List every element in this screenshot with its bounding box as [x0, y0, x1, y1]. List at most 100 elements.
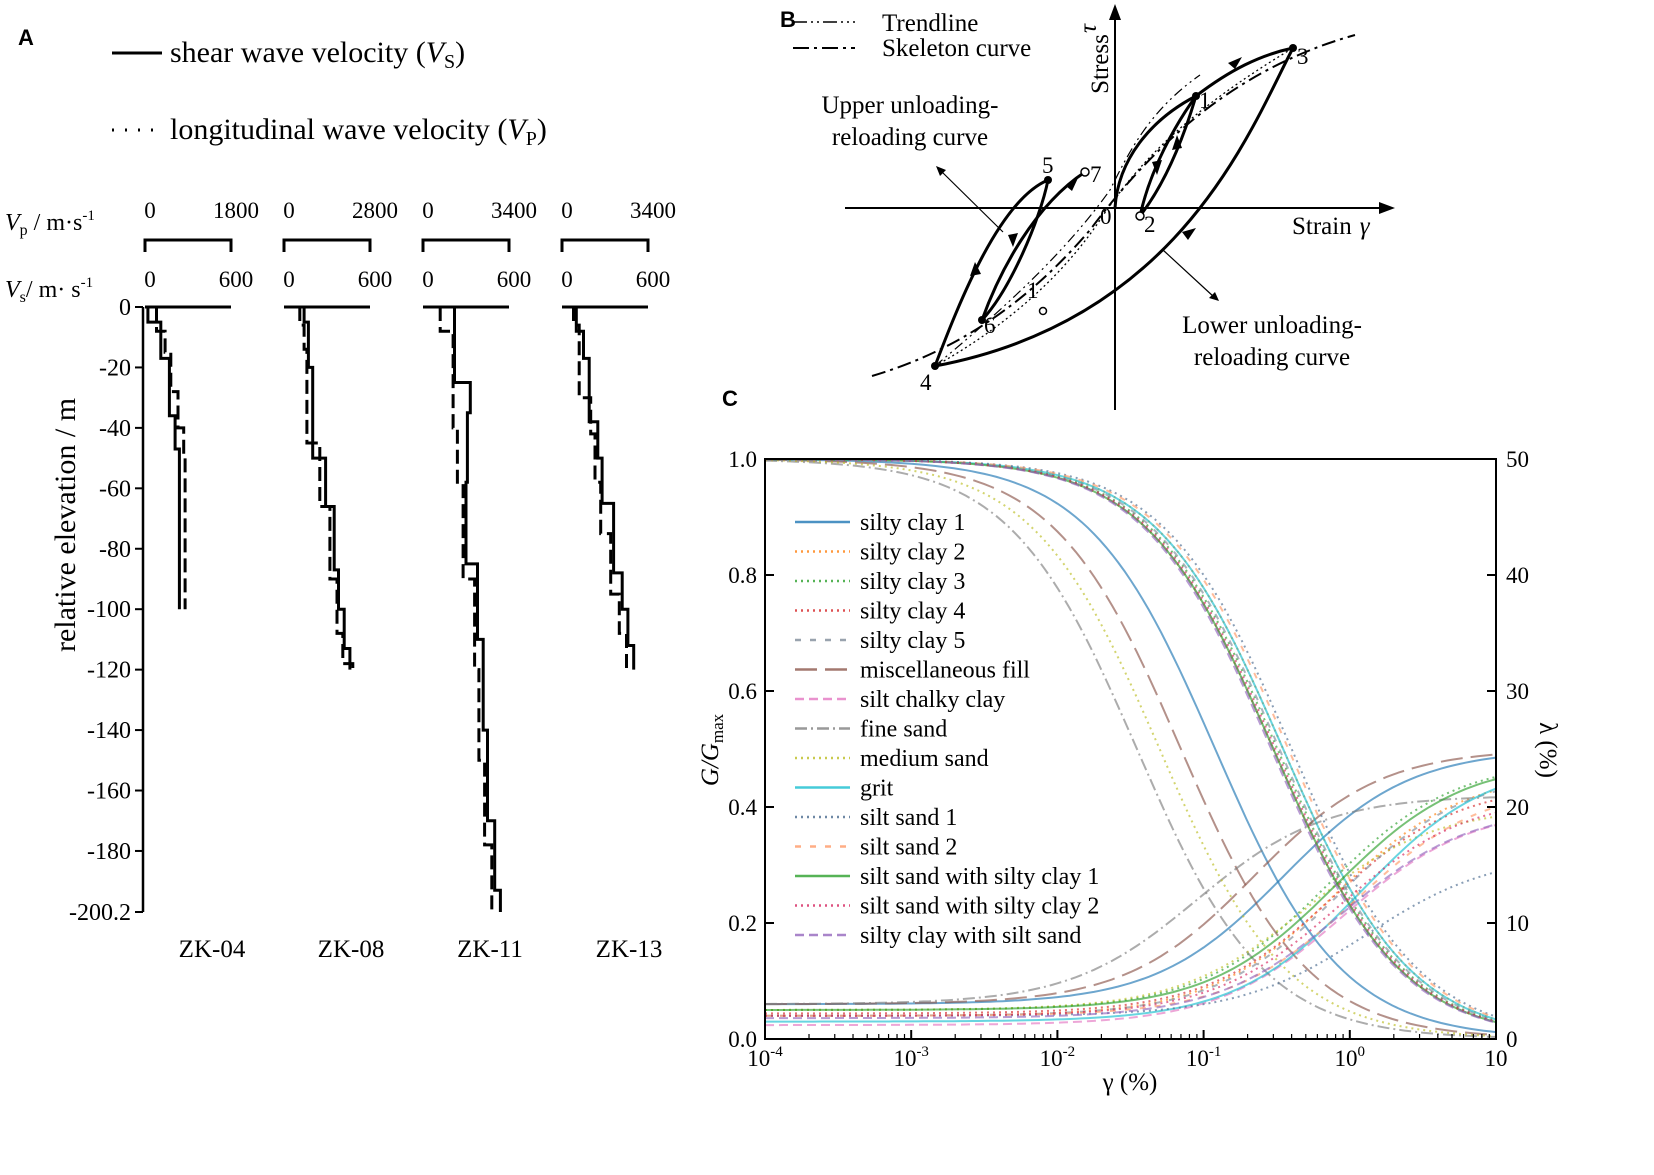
elevation-ticks: 0 -20 -40 -60 -80 -100 -120 -140 -160 -180 -200.2	[69, 295, 145, 926]
panel-a-label: A	[18, 25, 34, 50]
legend-label: silt sand with silty clay 2	[860, 894, 1099, 920]
modulus-curve	[765, 458, 1497, 1034]
modulus-curve	[764, 459, 1497, 1038]
point-label-1: 1	[1199, 88, 1211, 113]
unload-5-6	[980, 179, 1050, 322]
panel-a: A shear wave velocity (VS) longitudinal …	[5, 25, 676, 963]
stress-axis-arrow	[1109, 4, 1121, 20]
legend-entry: silty clay 5	[795, 628, 965, 654]
legend-skeleton-label: Skeleton curve	[882, 35, 1031, 62]
strain-tick-label: 100	[1335, 1044, 1366, 1071]
damping-tick-label: 50	[1506, 447, 1529, 472]
lower-curve-annotation-line1: Lower unloading-	[1182, 312, 1362, 339]
vs-scale-max: 600	[358, 267, 393, 292]
vp-scale-min: 0	[144, 198, 156, 223]
elevation-tick-label: -100	[87, 597, 131, 623]
vp-profile	[572, 307, 628, 670]
point-1	[1192, 92, 1200, 100]
point-label-0: 0	[1100, 204, 1112, 229]
panel-b-label: B	[780, 7, 796, 32]
series-silty-clay-with-silt-sand	[765, 458, 1497, 1024]
elevation-tick-label: -120	[87, 658, 131, 684]
damping-curve	[765, 778, 1497, 1011]
vs-scale-min: 0	[561, 267, 573, 292]
stress-label: Stress	[1087, 34, 1114, 94]
modulus-curve	[764, 459, 1497, 1038]
elevation-tick-label: -80	[99, 537, 131, 563]
elevation-tick-label: -160	[87, 779, 131, 805]
damping-curve	[765, 798, 1497, 1015]
upper-curve-annotation-line2: reloading curve	[832, 124, 988, 151]
vs-axis-label: Vs/ m· s-1	[5, 275, 93, 306]
lower-curve-annotation-line2: reloading curve	[1194, 344, 1350, 371]
scale-bracket	[421, 238, 511, 252]
vs-scale-min: 0	[144, 267, 156, 292]
legend-entry: silty clay 3	[795, 569, 965, 595]
legend-label: silt chalky clay	[860, 687, 1005, 713]
legend-entry: miscellaneous fill	[795, 658, 1030, 684]
skeleton-curve	[871, 34, 1356, 377]
borehole-zk-08: 0 2800 0 600 ZK-08	[282, 198, 398, 963]
arrowhead	[1228, 57, 1242, 69]
strain-tick-label: 10-3	[893, 1044, 929, 1071]
vs-profile	[146, 307, 181, 610]
elevation-tick-label: -140	[87, 718, 131, 744]
point-label-3: 3	[1297, 44, 1309, 69]
borehole-zk-13: 0 3400 0 600 ZK-13	[560, 198, 676, 963]
vp-profile	[438, 307, 494, 912]
series-silt-sand-with-silty-clay-2	[765, 458, 1497, 1023]
vp-profile	[155, 307, 187, 610]
legend-label: silty clay with silt sand	[860, 923, 1081, 949]
scale-bracket	[282, 238, 372, 252]
legend-entry: silty clay with silt sand	[795, 923, 1081, 949]
borehole-name: ZK-13	[596, 936, 663, 963]
vs-scale-max: 600	[497, 267, 532, 292]
point-label-6: 6	[984, 313, 996, 338]
legend-label: silty clay 2	[860, 540, 965, 566]
modulus-curve	[764, 458, 1497, 1036]
strain-percent-axis-label: γ (%)	[1102, 1069, 1158, 1096]
damping-axis-label: λ (%)	[1534, 722, 1561, 778]
legend-entry: silt sand with silty clay 1	[795, 864, 1099, 890]
strain-label: Strain γ	[1292, 213, 1371, 240]
scale-bracket	[560, 238, 650, 252]
series-fine-sand	[764, 459, 1497, 1038]
legend-label: silt sand 2	[860, 835, 957, 861]
borehole-name: ZK-08	[318, 936, 385, 963]
modulus-curve	[765, 458, 1497, 1023]
damping-curve	[765, 824, 1497, 1027]
vp-scale-min: 0	[283, 198, 295, 223]
elevation-tick-label: -20	[99, 355, 131, 381]
modulus-curve	[765, 458, 1497, 1024]
reload-2-1	[1138, 95, 1198, 217]
damping-tick-label: 40	[1506, 563, 1529, 588]
vp-scale-max: 3400	[491, 198, 537, 223]
panel-b: B Trendline Skeleton curve Strain γ Stres…	[780, 4, 1395, 410]
panel-c-frame	[764, 458, 1497, 1040]
legend-entry: silty clay 2	[795, 540, 965, 566]
point-label-7: 7	[1090, 162, 1102, 187]
loading-1-3	[1195, 46, 1294, 98]
legend-label: fine sand	[860, 717, 947, 743]
arrowhead	[1172, 135, 1182, 150]
g-ratio-tick-label: 0.4	[728, 795, 757, 820]
g-ratio-tick-label: 0.2	[728, 911, 757, 936]
borehole-name: ZK-11	[457, 936, 523, 963]
panel-c-label: C	[722, 386, 738, 411]
borehole-name: ZK-04	[179, 936, 246, 963]
g-ratio-tick-label: 0.6	[728, 679, 757, 704]
point-7	[1080, 167, 1090, 177]
point-label-2: 2	[1144, 212, 1156, 237]
strain-tick-label: 10-1	[1186, 1044, 1222, 1071]
legend-entry: silt sand with silty clay 2	[795, 894, 1099, 920]
vp-scale-min: 0	[422, 198, 434, 223]
strain-tick-label: 10-4	[747, 1044, 783, 1071]
damping-curve	[764, 796, 1497, 1005]
legend-vs-label: shear wave velocity (VS)	[170, 36, 465, 73]
arrowhead	[1008, 233, 1018, 247]
legend-entry: fine sand	[795, 717, 947, 743]
trendline	[934, 74, 1201, 367]
damping-curve	[765, 787, 1497, 1023]
legend-label: miscellaneous fill	[860, 658, 1030, 684]
point-2	[1135, 211, 1145, 221]
